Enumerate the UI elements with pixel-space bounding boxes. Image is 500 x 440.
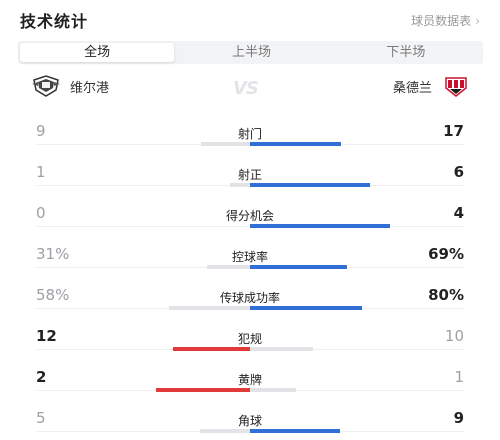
- tab-full-match[interactable]: 全场: [20, 43, 175, 62]
- home-value: 1: [36, 163, 46, 181]
- stat-row-shots: 9 射门 17: [0, 120, 500, 161]
- stat-row-fouls: 12 犯规 10: [0, 325, 500, 366]
- home-value: 9: [36, 122, 46, 140]
- away-value: 1: [454, 368, 464, 386]
- port-vale-crest-icon: [32, 75, 60, 97]
- away-value: 80%: [428, 286, 464, 304]
- home-bar: [230, 183, 250, 187]
- stat-row-yellow-cards: 2 黄牌 1: [0, 366, 500, 407]
- home-team: 维尔港: [32, 74, 109, 98]
- away-bar: [250, 265, 347, 269]
- away-bar: [250, 183, 370, 187]
- period-tabs: 全场 上半场 下半场: [18, 41, 483, 64]
- away-bar: [250, 142, 341, 146]
- stat-label: 传球成功率: [219, 291, 280, 305]
- home-bar: [173, 347, 250, 351]
- away-team-name: 桑德兰: [392, 80, 432, 96]
- stat-row-possession: 31% 控球率 69%: [0, 243, 500, 284]
- stat-label: 犯规: [237, 332, 262, 346]
- stat-label: 得分机会: [225, 209, 274, 223]
- away-value: 10: [444, 327, 464, 345]
- teams-header: 维尔港 VS 桑德兰: [0, 70, 500, 106]
- section-title: 技术统计: [20, 12, 89, 31]
- stat-label: 射正: [237, 168, 262, 182]
- home-bar: [169, 306, 250, 310]
- away-value: 17: [443, 122, 464, 140]
- away-bar: [250, 429, 340, 433]
- player-stats-link-label: 球员数据表: [411, 14, 472, 28]
- home-value: 12: [36, 327, 57, 345]
- stats-list: 9 射门 17 1 射正 6 0 得分机会 4 31% 控球率 69% 58% …: [0, 120, 500, 440]
- stat-row-shots-on-target: 1 射正 6: [0, 161, 500, 202]
- stat-label: 角球: [237, 414, 262, 428]
- home-value: 0: [36, 204, 46, 222]
- vs-label: VS: [233, 78, 259, 99]
- home-bar: [200, 429, 250, 433]
- stat-label: 射门: [237, 127, 262, 141]
- away-bar: [250, 388, 296, 392]
- stat-row-pass-accuracy: 58% 传球成功率 80%: [0, 284, 500, 325]
- away-bar: [250, 306, 362, 310]
- tab-second-half[interactable]: 下半场: [386, 45, 426, 60]
- home-value: 2: [36, 368, 47, 386]
- home-value: 58%: [36, 286, 70, 304]
- tab-first-half[interactable]: 上半场: [231, 45, 271, 60]
- away-value: 9: [453, 409, 464, 427]
- away-team: 桑德兰: [393, 74, 470, 98]
- stat-row-scoring-chances: 0 得分机会 4: [0, 202, 500, 243]
- away-value: 6: [453, 163, 464, 181]
- away-value: 4: [453, 204, 464, 222]
- home-value: 5: [36, 409, 46, 427]
- away-bar: [250, 224, 390, 228]
- home-bar: [201, 142, 250, 146]
- home-value: 31%: [36, 245, 70, 263]
- stat-label: 黄牌: [237, 373, 262, 387]
- player-stats-link[interactable]: 球员数据表 ›: [411, 12, 480, 29]
- home-team-name: 维尔港: [70, 80, 110, 96]
- sunderland-crest-icon: [445, 77, 467, 97]
- away-value: 69%: [428, 245, 464, 263]
- away-bar: [250, 347, 313, 351]
- chevron-right-icon: ›: [475, 14, 480, 28]
- home-bar: [207, 265, 250, 269]
- stat-row-corners: 5 角球 9: [0, 407, 500, 440]
- home-bar: [156, 388, 250, 392]
- stat-label: 控球率: [231, 250, 268, 264]
- section-header: 技术统计 球员数据表 ›: [0, 0, 500, 36]
